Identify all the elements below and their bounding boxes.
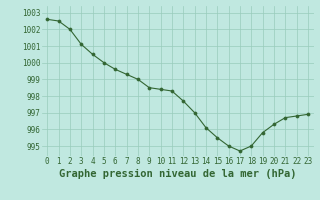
- X-axis label: Graphe pression niveau de la mer (hPa): Graphe pression niveau de la mer (hPa): [59, 169, 296, 179]
